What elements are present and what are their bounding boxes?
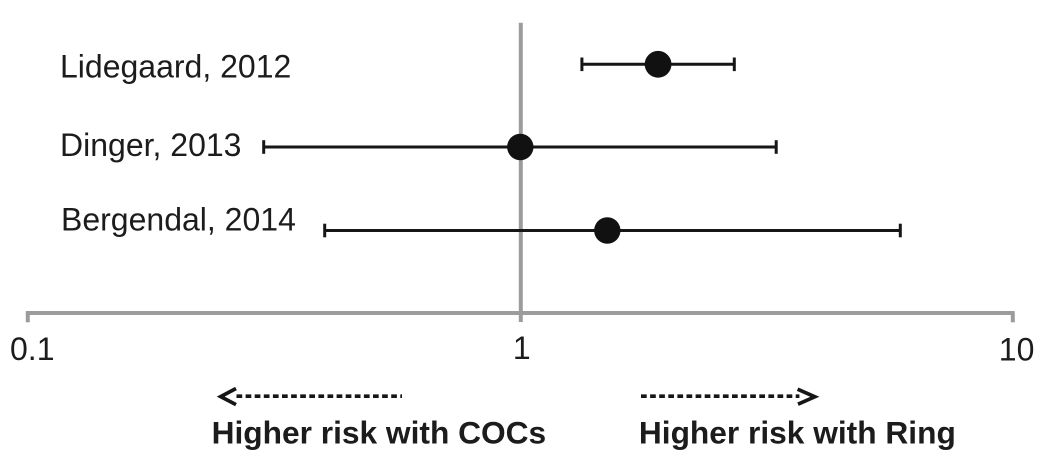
svg-text:Higher risk with COCs: Higher risk with COCs <box>212 415 547 451</box>
svg-text:1: 1 <box>513 330 531 366</box>
svg-text:Higher risk with Ring: Higher risk with Ring <box>639 415 956 451</box>
svg-text:0.1: 0.1 <box>10 331 54 367</box>
svg-text:Lidegaard, 2012: Lidegaard, 2012 <box>60 49 291 85</box>
svg-text:Dinger, 2013: Dinger, 2013 <box>60 127 241 163</box>
svg-text:10: 10 <box>999 332 1035 368</box>
svg-text:Bergendal, 2014: Bergendal, 2014 <box>61 202 296 238</box>
